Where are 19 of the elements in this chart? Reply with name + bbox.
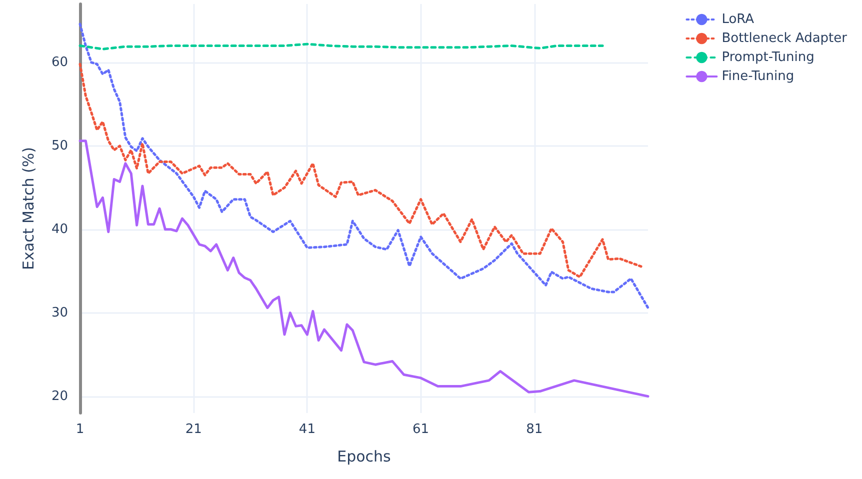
y-tick-label: 60 (51, 54, 68, 70)
legend-label: Bottleneck Adapter (722, 31, 848, 46)
y-tick-label: 40 (51, 222, 68, 237)
legend-label: Fine-Tuning (722, 69, 794, 84)
line-series (78, 22, 650, 310)
x-tick-label: 21 (185, 422, 202, 437)
x-tick-label: 1 (76, 422, 84, 437)
x-axis-title: Epochs (337, 448, 392, 466)
y-tick-label: 20 (51, 388, 68, 404)
legend-label: LoRA (722, 12, 754, 27)
x-tick-label: 41 (298, 422, 316, 437)
line-series (78, 140, 650, 398)
x-tick-label: 81 (526, 422, 543, 437)
legend-label: Prompt-Tuning (722, 50, 814, 65)
y-axis-title: Exact Match (%) (20, 147, 38, 270)
y-tick-label: 50 (51, 138, 68, 154)
y-tick-label: 30 (51, 305, 68, 320)
x-tick-label: 61 (412, 422, 430, 437)
line-series (78, 62, 644, 278)
